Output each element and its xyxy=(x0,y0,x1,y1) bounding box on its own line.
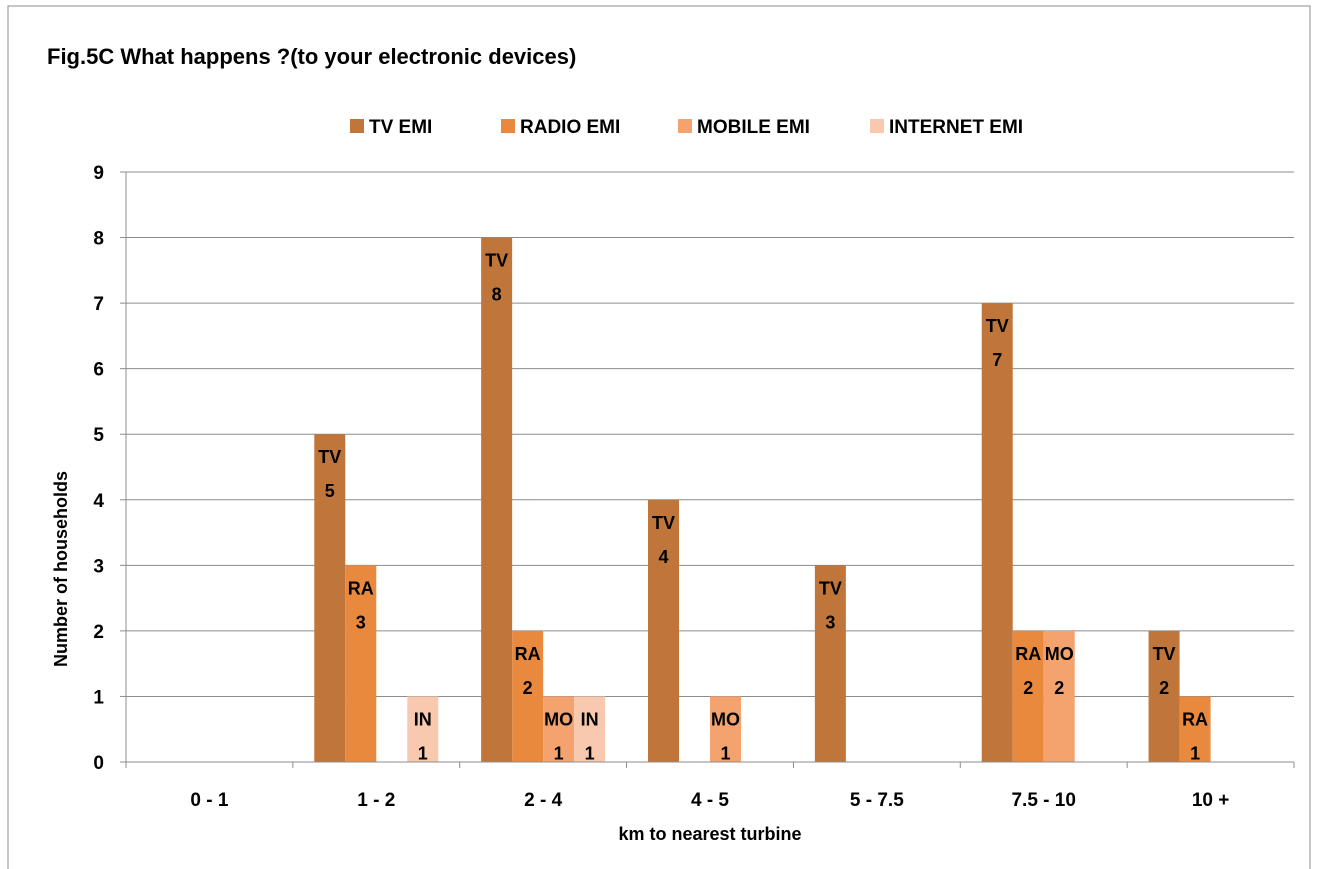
bar-label-series: IN xyxy=(581,709,599,729)
bar-label-value: 4 xyxy=(658,547,668,567)
bar-label-series: TV xyxy=(485,251,508,271)
bar xyxy=(1148,630,1180,762)
bar-label-series: MO xyxy=(711,709,740,729)
legend-swatch xyxy=(678,119,692,133)
legend-label: MOBILE EMI xyxy=(697,117,810,138)
bar xyxy=(1043,630,1075,762)
bar-label-series: RA xyxy=(1015,644,1041,664)
bar xyxy=(814,565,846,762)
bar-label-series: TV xyxy=(819,578,842,598)
bar-label-value: 3 xyxy=(825,612,835,632)
bar-label-value: 8 xyxy=(492,285,502,305)
x-tick-label: 4 - 5 xyxy=(691,790,729,811)
bar xyxy=(481,237,513,763)
y-tick-label: 3 xyxy=(93,556,104,577)
bar-label-value: 2 xyxy=(523,678,533,698)
chart-title: Fig.5C What happens ?(to your electronic… xyxy=(47,44,576,69)
bar-label-series: TV xyxy=(318,447,341,467)
bar xyxy=(1179,696,1211,762)
legend-label: RADIO EMI xyxy=(520,117,620,138)
bar xyxy=(574,696,606,762)
y-tick-label: 6 xyxy=(93,360,104,381)
bar xyxy=(1012,630,1044,762)
bar-label-series: RA xyxy=(1182,709,1208,729)
y-tick-label: 2 xyxy=(93,622,104,643)
bar xyxy=(710,696,741,762)
bar-label-series: TV xyxy=(1153,644,1176,664)
legend-swatch xyxy=(350,119,364,133)
y-tick-label: 1 xyxy=(93,687,104,708)
bar-label-value: 1 xyxy=(418,743,428,763)
bar-label-value: 7 xyxy=(992,350,1002,370)
bar-label-value: 2 xyxy=(1023,678,1033,698)
bar-label-series: TV xyxy=(652,513,675,533)
bar-label-series: IN xyxy=(414,709,432,729)
bar-label-value: 1 xyxy=(585,743,595,763)
legend-label: INTERNET EMI xyxy=(889,117,1023,138)
x-tick-label: 1 - 2 xyxy=(357,790,395,811)
bar-label-value: 3 xyxy=(356,612,366,632)
x-tick-label: 0 - 1 xyxy=(190,790,228,811)
bar-labels: TV 5 TV 8 TV 4 TV 3 TV 7 TV 2 RA 3 RA 2 RA 2 RA 1 MO 1 MO 1 MO 2 I… xyxy=(318,251,1208,764)
y-axis-ticks: 0 1 2 3 4 5 6 7 8 9 xyxy=(93,163,127,774)
x-axis-ticks: 0 - 1 1 - 2 2 - 4 4 - 5 5 - 7.5 7.5 - 10 10 + xyxy=(125,762,1295,811)
bar xyxy=(314,434,346,762)
y-tick-label: 8 xyxy=(93,229,104,250)
y-tick-label: 9 xyxy=(93,163,104,184)
bar xyxy=(407,696,439,762)
y-axis-label: Number of households xyxy=(51,471,71,667)
bar xyxy=(345,565,377,762)
legend: TV EMI RADIO EMI MOBILE EMI INTERNET EMI xyxy=(350,117,1023,138)
bars xyxy=(314,237,1211,763)
bar-label-series: MO xyxy=(544,709,573,729)
bar-label-value: 2 xyxy=(1159,678,1169,698)
y-tick-label: 0 xyxy=(93,753,104,774)
legend-swatch xyxy=(870,119,884,133)
bar-label-series: TV xyxy=(986,316,1009,336)
bar xyxy=(981,303,1013,762)
x-tick-label: 10 + xyxy=(1192,790,1230,811)
legend-label: TV EMI xyxy=(369,117,432,138)
y-tick-label: 7 xyxy=(93,294,104,315)
bar-label-value: 2 xyxy=(1054,678,1064,698)
bar-label-series: RA xyxy=(348,578,374,598)
bar xyxy=(543,696,575,762)
y-tick-label: 5 xyxy=(93,425,104,446)
x-tick-label: 5 - 7.5 xyxy=(850,790,904,811)
bar xyxy=(648,499,679,762)
bar-label-series: RA xyxy=(515,644,541,664)
bar-label-value: 1 xyxy=(554,743,564,763)
bar-label-series: MO xyxy=(1045,644,1074,664)
bar xyxy=(512,630,544,762)
x-tick-label: 2 - 4 xyxy=(524,790,562,811)
y-tick-label: 4 xyxy=(93,491,104,512)
x-axis-label: km to nearest turbine xyxy=(618,824,801,844)
bar-label-value: 1 xyxy=(720,743,730,763)
bar-label-value: 5 xyxy=(325,481,335,501)
bar-label-value: 1 xyxy=(1190,743,1200,763)
x-tick-label: 7.5 - 10 xyxy=(1011,790,1075,811)
legend-swatch xyxy=(501,119,515,133)
